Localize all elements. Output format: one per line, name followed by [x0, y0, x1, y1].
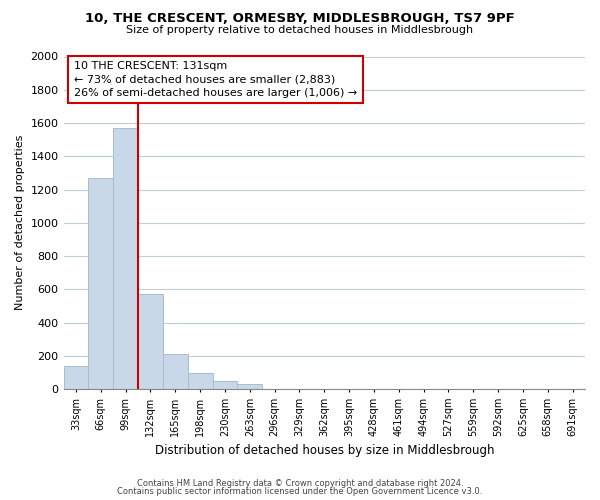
Text: Contains public sector information licensed under the Open Government Licence v3: Contains public sector information licen…: [118, 487, 482, 496]
Y-axis label: Number of detached properties: Number of detached properties: [15, 135, 25, 310]
Bar: [238, 384, 262, 389]
Bar: [212, 380, 238, 389]
Bar: [188, 373, 212, 389]
Bar: [88, 178, 113, 389]
X-axis label: Distribution of detached houses by size in Middlesbrough: Distribution of detached houses by size …: [155, 444, 494, 458]
Text: Contains HM Land Registry data © Crown copyright and database right 2024.: Contains HM Land Registry data © Crown c…: [137, 478, 463, 488]
Text: 10, THE CRESCENT, ORMESBY, MIDDLESBROUGH, TS7 9PF: 10, THE CRESCENT, ORMESBY, MIDDLESBROUGH…: [85, 12, 515, 26]
Text: 10 THE CRESCENT: 131sqm
← 73% of detached houses are smaller (2,883)
26% of semi: 10 THE CRESCENT: 131sqm ← 73% of detache…: [74, 62, 357, 98]
Bar: [113, 128, 138, 389]
Bar: [64, 366, 88, 389]
Text: Size of property relative to detached houses in Middlesbrough: Size of property relative to detached ho…: [127, 25, 473, 35]
Bar: [163, 354, 188, 389]
Bar: [138, 294, 163, 389]
